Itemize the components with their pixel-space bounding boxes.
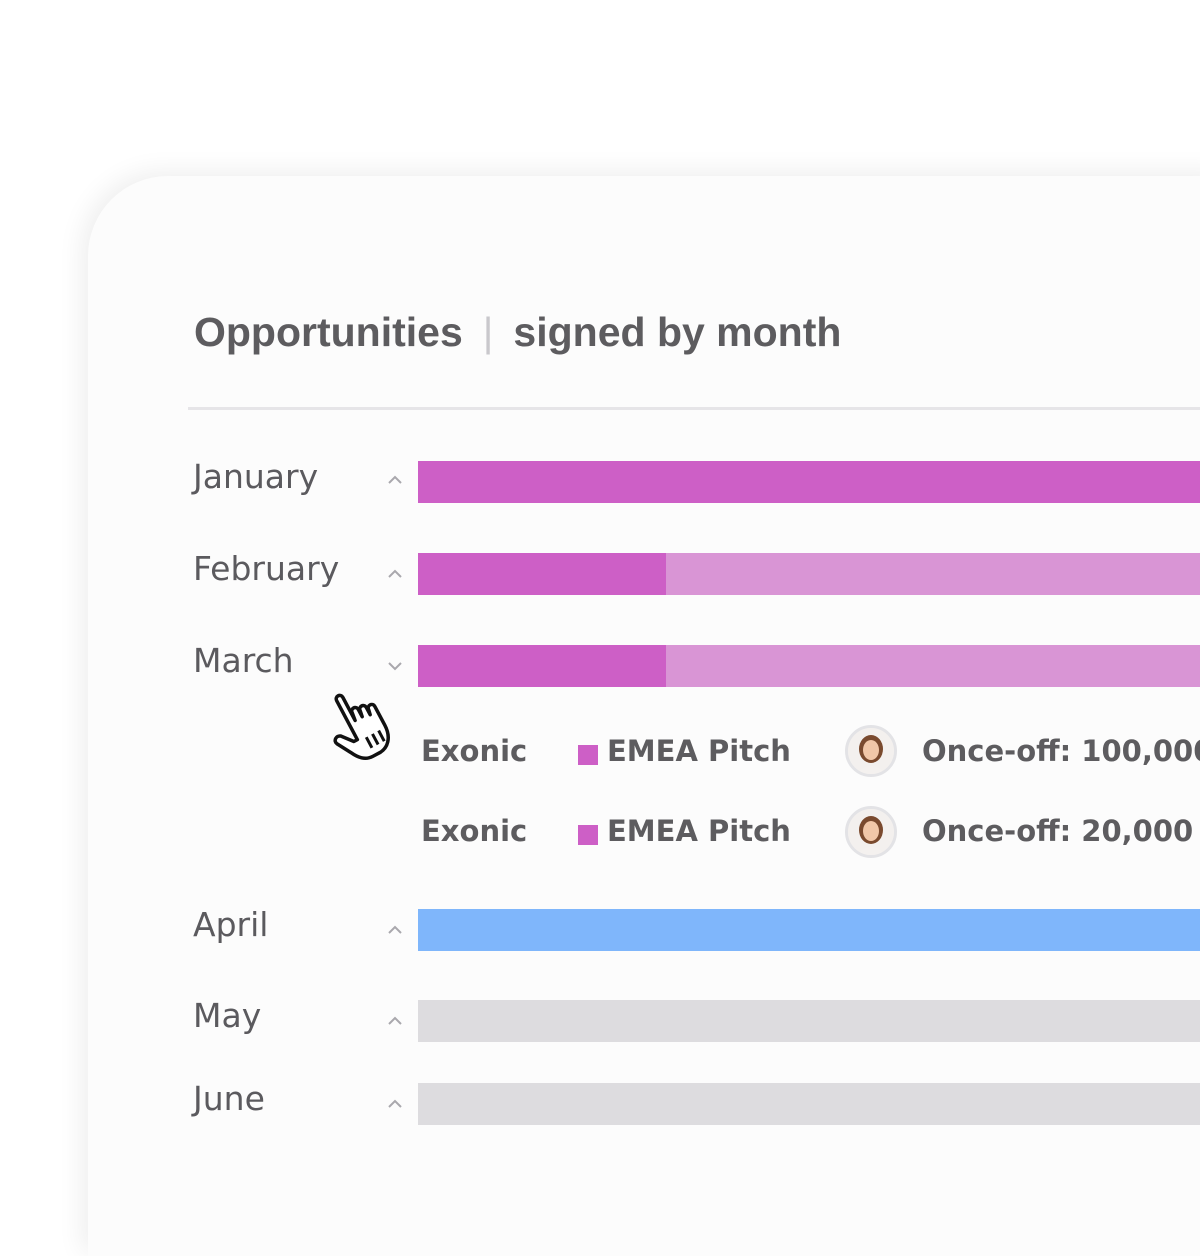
month-label-may[interactable]: May	[193, 996, 262, 1035]
title-separator: |	[482, 308, 494, 355]
opportunities-card	[88, 176, 1200, 1256]
bar-signed-segment	[418, 461, 1200, 503]
title-divider	[188, 407, 1200, 410]
hand-pointer-icon	[333, 693, 390, 760]
month-label-march[interactable]: March	[193, 641, 294, 680]
detail-company[interactable]: Exonic	[421, 814, 528, 848]
detail-company[interactable]: Exonic	[421, 734, 528, 768]
detail-campaign[interactable]: EMEA Pitch	[607, 814, 791, 848]
chevron-up-icon[interactable]	[384, 1010, 406, 1032]
chevron-down-icon[interactable]	[384, 655, 406, 677]
month-bar-january[interactable]	[418, 461, 1200, 503]
bar-signed-segment	[418, 645, 666, 687]
bar-signed-segment	[418, 909, 1200, 951]
month-label-january[interactable]: January	[193, 457, 319, 496]
person-avatar-icon[interactable]	[845, 725, 897, 777]
detail-campaign[interactable]: EMEA Pitch	[607, 734, 791, 768]
bar-remaining-segment	[666, 645, 1200, 687]
month-bar-february[interactable]	[418, 553, 1200, 595]
campaign-color-swatch	[578, 745, 598, 765]
chevron-up-icon[interactable]	[384, 469, 406, 491]
month-label-june[interactable]: June	[193, 1079, 265, 1118]
month-bar-may[interactable]	[418, 1000, 1200, 1042]
campaign-color-swatch	[578, 825, 598, 845]
bar-empty-segment	[418, 1083, 1200, 1125]
month-label-april[interactable]: April	[193, 905, 269, 944]
detail-amount: Once-off: 20,000	[922, 814, 1194, 848]
chevron-up-icon[interactable]	[384, 1093, 406, 1115]
bar-remaining-segment	[666, 553, 1200, 595]
month-bar-april[interactable]	[418, 909, 1200, 951]
person-avatar-icon[interactable]	[845, 806, 897, 858]
chevron-up-icon[interactable]	[384, 563, 406, 585]
month-bar-june[interactable]	[418, 1083, 1200, 1125]
month-label-february[interactable]: February	[193, 549, 340, 588]
bar-signed-segment	[418, 553, 666, 595]
subtitle-text: signed by month	[513, 308, 842, 355]
chevron-up-icon[interactable]	[384, 919, 406, 941]
bar-empty-segment	[418, 1000, 1200, 1042]
widget-title: Opportunities | signed by month	[194, 306, 841, 358]
month-bar-march[interactable]	[418, 645, 1200, 687]
detail-amount: Once-off: 100,000	[922, 734, 1200, 768]
title-text: Opportunities	[194, 308, 463, 355]
